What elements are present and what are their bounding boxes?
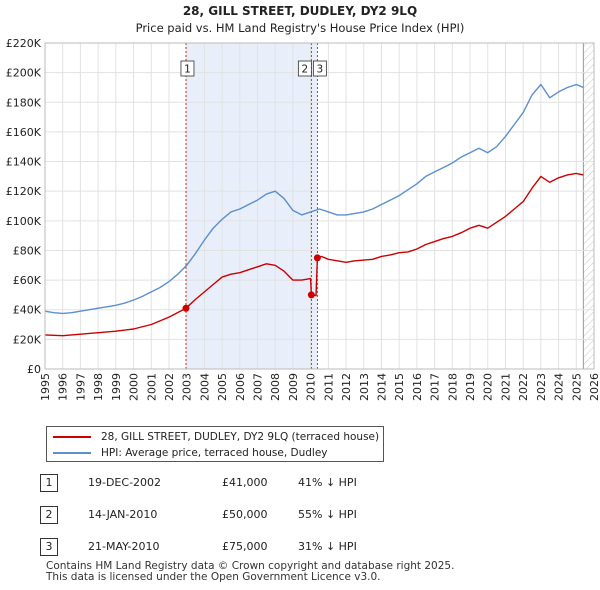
x-tick-label: 2014 (375, 373, 388, 401)
legend-label-hpi: HPI: Average price, terraced house, Dudl… (101, 447, 328, 459)
x-tick-label: 2013 (358, 373, 371, 401)
x-tick-label: 2018 (446, 373, 459, 401)
transaction-hpi-diff: 41% ↓ HPI (298, 476, 357, 489)
transaction-hpi-diff: 55% ↓ HPI (298, 508, 357, 521)
x-tick-label: 1997 (74, 373, 87, 401)
x-tick-label: 2025 (570, 373, 583, 401)
sale-point (307, 291, 315, 299)
x-tick-label: 2023 (535, 373, 548, 401)
sale-marker-box (312, 60, 327, 77)
x-tick-label: 2005 (216, 373, 229, 401)
sale-marker-label: 2 (302, 64, 309, 76)
transaction-price: £75,000 (222, 540, 268, 553)
transaction-date: 19-DEC-2002 (88, 476, 162, 489)
transaction-row: 2 14-JAN-2010 £50,000 55% ↓ HPI (0, 506, 600, 526)
plot-frame (44, 42, 595, 370)
transaction-hpi-diff: 31% ↓ HPI (298, 540, 357, 553)
series-line (44, 172, 584, 337)
x-tick-label: 2006 (234, 373, 247, 401)
legend-label-property: 28, GILL STREET, DUDLEY, DY2 9LQ (terrac… (101, 431, 380, 443)
transaction-number: 2 (40, 506, 58, 524)
x-tick-label: 2017 (429, 373, 442, 401)
transaction-row: 1 19-DEC-2002 £41,000 41% ↓ HPI (0, 474, 600, 494)
series-line (44, 83, 584, 315)
x-tick-label: 2009 (287, 373, 300, 401)
x-tick-label: 2020 (482, 373, 495, 401)
transaction-row: 3 21-MAY-2010 £75,000 31% ↓ HPI (0, 538, 600, 558)
transaction-price: £50,000 (222, 508, 268, 521)
x-tick-label: 1998 (92, 373, 105, 401)
price-chart: 28, GILL STREET, DUDLEY, DY2 9LQ Price p… (6, 4, 600, 401)
sale-point (313, 254, 321, 262)
y-tick-label: £0 (27, 363, 41, 376)
x-tick-label: 2026 (588, 373, 600, 401)
x-tick-label: 2019 (464, 373, 477, 401)
sale-marker-label: 3 (317, 64, 324, 76)
x-tick-label: 1999 (110, 373, 123, 401)
property-line-swatch (53, 436, 91, 438)
sale-marker-box (180, 60, 195, 77)
y-tick-label: £20K (13, 333, 42, 346)
footer-attribution: Contains HM Land Registry data © Crown c… (46, 560, 455, 583)
x-tick-label: 1995 (39, 373, 52, 401)
y-tick-label: £140K (6, 156, 42, 169)
x-tick-label: 2000 (128, 373, 141, 401)
y-tick-label: £80K (13, 244, 42, 257)
chart-subtitle: Price paid vs. HM Land Registry's House … (136, 21, 465, 35)
x-tick-label: 2002 (163, 373, 176, 401)
transaction-price: £41,000 (222, 476, 268, 489)
y-tick-label: £160K (6, 126, 42, 139)
x-tick-label: 2016 (411, 373, 424, 401)
x-tick-label: 2003 (181, 373, 194, 401)
x-tick-label: 2007 (252, 373, 265, 401)
plot-area (45, 43, 594, 369)
sale-span-shade (185, 43, 318, 369)
x-tick-label: 2015 (393, 373, 406, 401)
y-tick-label: £220K (6, 37, 42, 50)
x-tick-label: 2024 (553, 373, 566, 401)
x-tick-label: 2004 (198, 373, 211, 401)
transaction-date: 14-JAN-2010 (88, 508, 158, 521)
x-tick-label: 2008 (269, 373, 282, 401)
x-tick-label: 2021 (499, 373, 512, 401)
legend: 28, GILL STREET, DUDLEY, DY2 9LQ (terrac… (46, 426, 384, 462)
x-tick-label: 2022 (517, 373, 530, 401)
chart-title: 28, GILL STREET, DUDLEY, DY2 9LQ (183, 4, 417, 18)
transaction-date: 21-MAY-2010 (88, 540, 160, 553)
y-tick-label: £200K (6, 67, 42, 80)
y-tick-label: £100K (6, 215, 42, 228)
sale-point (182, 304, 190, 312)
y-tick-label: £180K (6, 96, 42, 109)
y-tick-label: £60K (13, 274, 42, 287)
x-tick-label: 1996 (57, 373, 70, 401)
y-tick-label: £120K (6, 185, 42, 198)
x-tick-label: 2001 (145, 373, 158, 401)
transaction-number: 1 (40, 474, 58, 492)
sale-marker-label: 1 (184, 64, 191, 76)
hpi-line-swatch (53, 452, 91, 454)
sale-marker-box (297, 60, 312, 77)
x-tick-label: 2012 (340, 373, 353, 401)
transaction-number: 3 (40, 538, 58, 556)
x-tick-label: 2010 (305, 373, 318, 401)
y-tick-label: £40K (13, 304, 42, 317)
projection-hatch (583, 43, 594, 369)
x-tick-label: 2011 (322, 373, 335, 401)
